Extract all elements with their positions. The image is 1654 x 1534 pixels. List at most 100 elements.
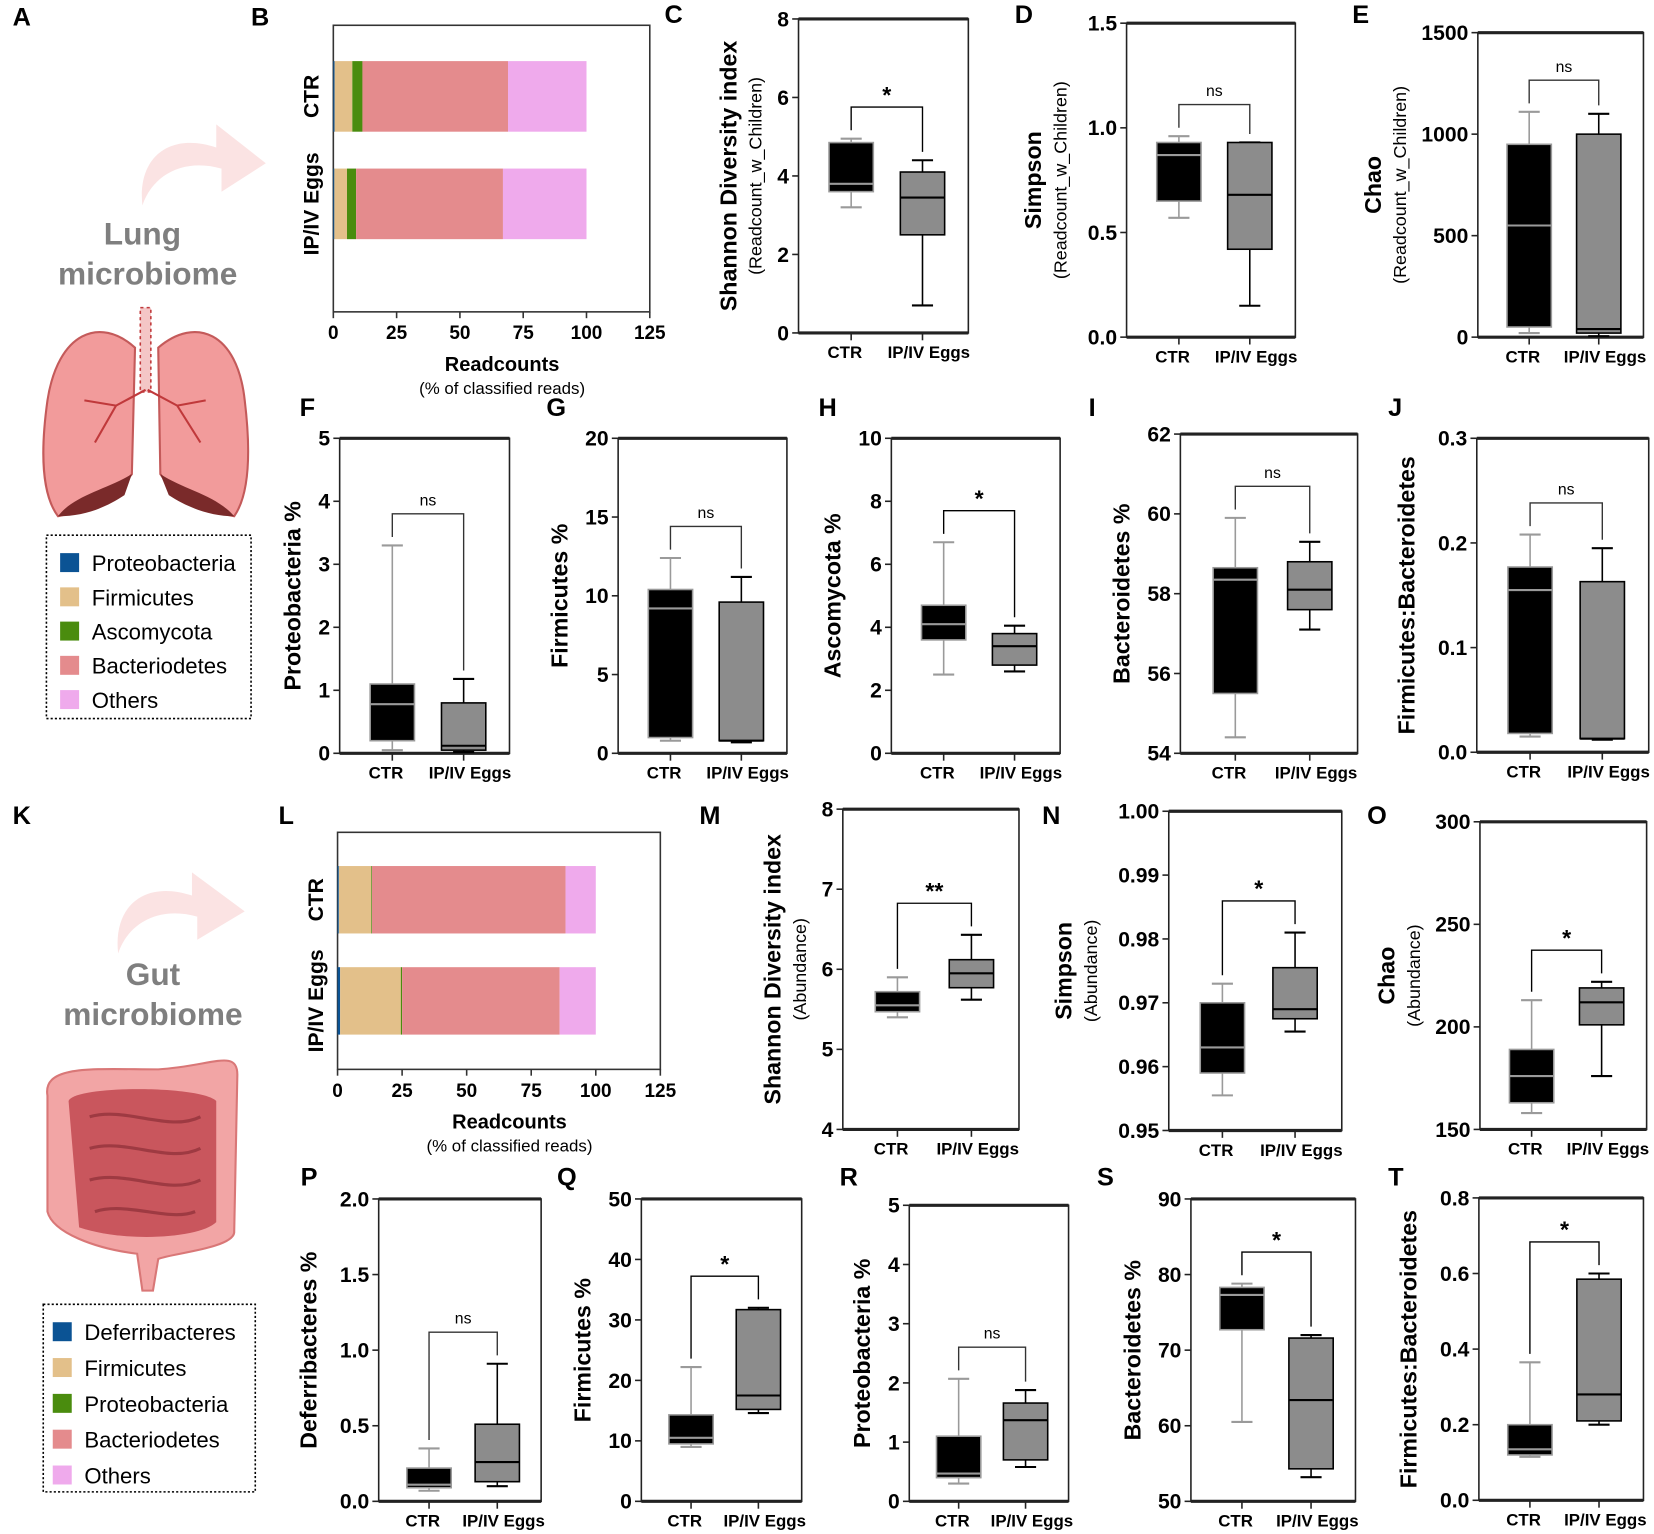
x-axis-sublabel: (% of classified reads) [427,1137,593,1156]
y-tick-label: 5 [822,1039,834,1062]
panel-s: S 50 60 70 80 90 Bacteroidetes % CTR IP/IV Eggs * [1097,1163,1359,1530]
panel-letter: K [13,802,32,830]
panel-letter: S [1097,1163,1114,1191]
panel-n: N 0.95 0.96 0.97 0.98 0.99 1.00 Simpson (Abundan… [1042,801,1342,1160]
significance-bracket [1221,900,1296,976]
plot-frame [336,831,662,1071]
panel-b: B CTR IP/IV Eggs 0 25 50 75 100 125 Readcounts (% … [251,3,666,398]
y-tick-label: 10 [858,428,881,451]
box-ctr [874,976,921,1019]
y-tick-label: 1 [888,1432,900,1455]
y-tick-label: 0.2 [1440,1414,1469,1437]
x-tick-label: 0 [328,323,339,344]
legend-label: Proteobacteria [92,551,237,576]
y-tick-label: 0.5 [1088,222,1118,245]
box-iqr [718,601,765,742]
bar-segment-proteobacteria [400,967,403,1035]
legend-label: Proteobacteria [84,1392,229,1417]
y-axis-label: Simpson [1020,131,1046,229]
x-tick-label: CTR [1212,764,1247,783]
y-axis-label: Firmicutes % [570,1278,596,1422]
legend-label: Bacteriodetes [92,654,227,679]
x-tick-label: CTR [874,1140,909,1159]
x-tick-label: 75 [513,323,535,344]
box-ip-iv-eggs [440,677,487,754]
box-iqr [1578,987,1625,1026]
y-axis-sublabel: (Readcount_w_Children) [1050,81,1071,279]
y-tick-label: 250 [1435,914,1470,937]
y-tick-label: 5 [888,1195,900,1218]
legend-swatch [52,1322,72,1342]
panel-letter: E [1352,1,1369,29]
y-axis-label: Shannon Diversity index [760,834,786,1105]
x-axis-sublabel: (% of classified reads) [419,379,585,398]
y-tick-label: 0.0 [340,1491,369,1514]
y-axis-label: Shannon Diversity index [715,41,741,312]
y-axis-label: Bacteroidetes % [1109,504,1135,684]
y-axis-label: Firmicutes % [546,524,572,668]
box-iqr [647,588,694,739]
legend-swatch [60,621,80,641]
x-tick-label: CTR [405,1512,440,1531]
y-axis-sublabel: (Abundance) [1081,920,1101,1022]
x-tick-label: CTR [1508,1140,1543,1159]
y-axis-label: Simpson [1051,922,1077,1020]
y-tick-label: 0 [888,1491,900,1514]
significance-bracket [669,525,743,569]
y-tick-label: 3 [318,554,330,577]
y-tick-label: 0 [620,1491,632,1514]
x-tick-label: IP/IV Eggs [991,1512,1074,1531]
box-iqr [1155,141,1202,202]
significance-label: * [1254,876,1263,902]
bar-segment-bacteriodetes [362,61,509,132]
lung-icon [42,306,250,518]
lung-legend: Proteobacteria Firmicutes Ascomycota Bacter… [45,534,252,720]
y-axis-sublabel: (Readcount_w_Children) [1390,86,1411,284]
panel-letter: B [251,3,269,31]
category-label: IP/IV Eggs [301,152,324,255]
bar-segment-deferribacteres [337,967,341,1035]
y-axis-sublabel: (Readcount_w_Children) [746,77,767,275]
x-tick-label: CTR [369,764,404,783]
box-iqr [735,1308,782,1411]
panel-letter: C [665,1,683,29]
box-iqr [1002,1402,1049,1461]
panel-letter: R [840,1163,858,1191]
bar-segment-bacteriodetes [402,967,560,1035]
significance-label: ns [455,1311,472,1328]
y-tick-label: 3 [888,1313,900,1336]
y-tick-label: 500 [1433,225,1468,248]
y-axis-label: Chao [1360,156,1386,214]
x-tick-label: 50 [456,1081,477,1102]
legend-label: Ascomycota [92,620,213,645]
box-iqr [474,1423,521,1483]
y-tick-label: 15 [585,506,609,529]
x-tick-label: 50 [449,323,470,344]
box-ctr [920,541,967,676]
bar-segment-others [508,61,587,132]
y-tick-label: 0.99 [1118,864,1159,887]
significance-bracket [1234,485,1311,534]
x-tick-label: IP/IV Eggs [1567,1140,1650,1159]
x-tick-label: CTR [1155,347,1190,366]
panel-letter: O [1367,802,1387,830]
box-ctr [1199,982,1246,1097]
box-iqr [668,1414,714,1445]
y-tick-label: 4 [888,1254,900,1277]
legend-swatch [60,655,80,675]
intestine-icon [46,1059,239,1292]
significance-bracket [428,1331,498,1441]
significance-bracket [1530,949,1603,992]
y-tick-label: 0.1 [1438,637,1468,660]
legend-label: Bacteriodetes [84,1428,219,1453]
panel-m: M 4 5 6 7 8 Shannon Diversity index (Abundance)… [699,799,1020,1159]
y-tick-label: 1.0 [340,1340,369,1363]
legend-swatch [60,690,80,710]
bar-segment-others [559,967,596,1035]
box-ctr [1506,1361,1553,1458]
y-axis-sublabel: (Abundance) [790,918,810,1020]
y-tick-label: 1.5 [1088,13,1118,36]
y-tick-label: 2 [777,244,789,267]
box-ip-iv-eggs [718,575,765,744]
x-tick-label: CTR [827,343,862,362]
